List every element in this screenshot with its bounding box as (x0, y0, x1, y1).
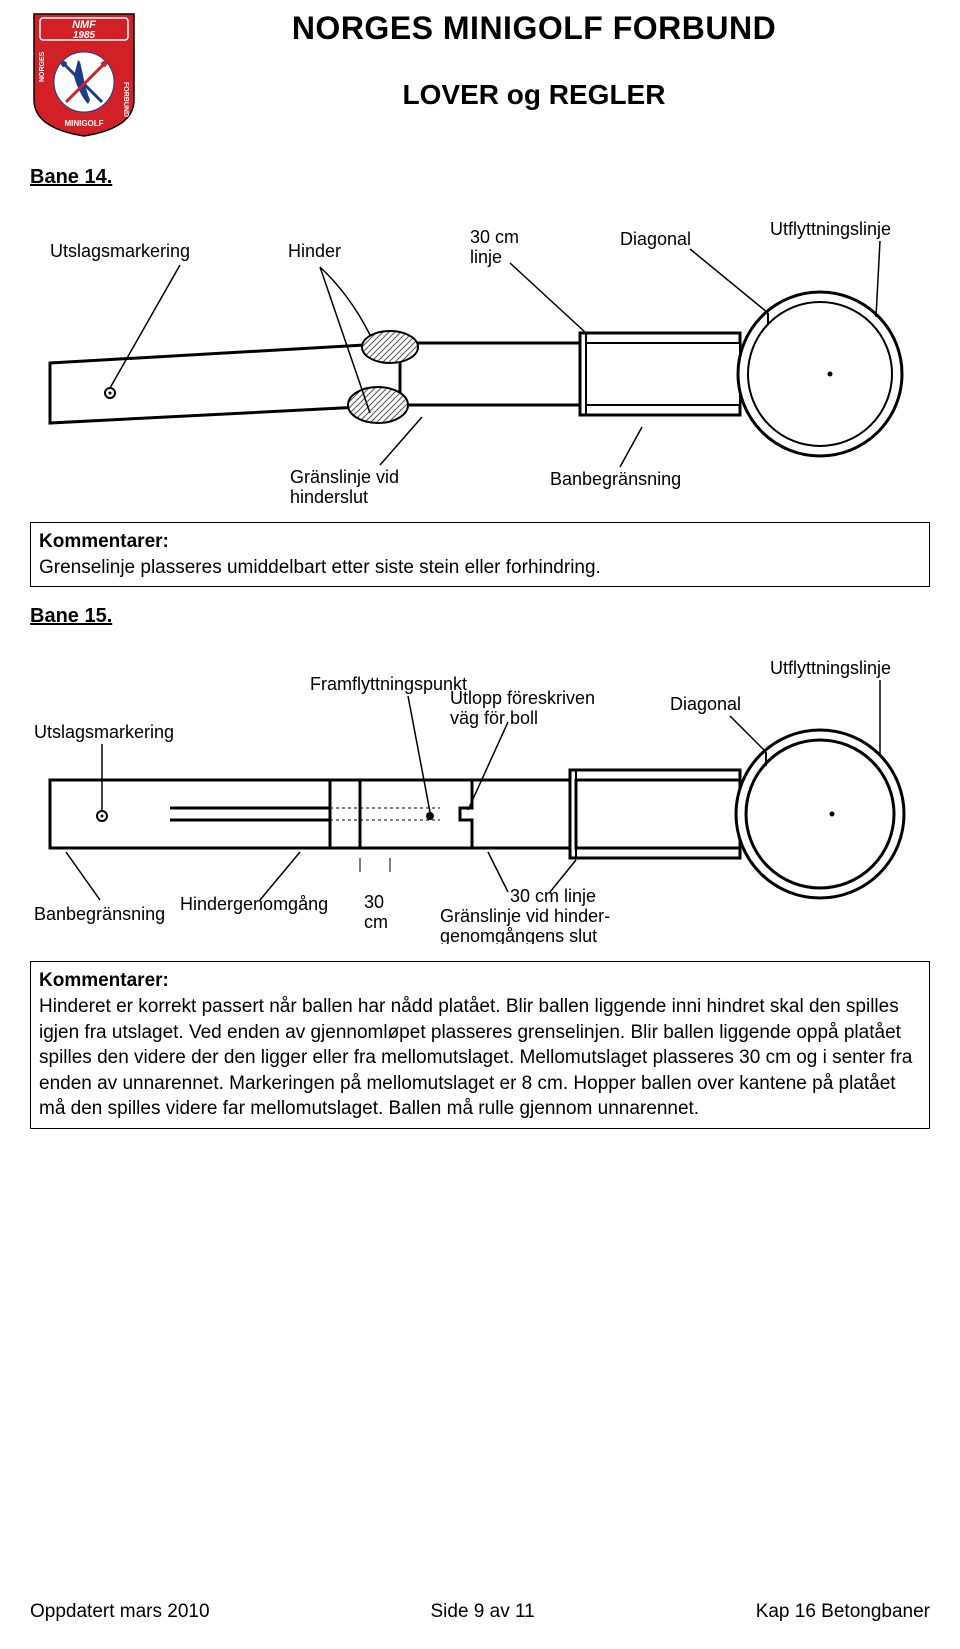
label15-30a-1: 30 (364, 892, 384, 912)
svg-text:NORGES: NORGES (39, 51, 46, 82)
section-label-14: Bane 14. (30, 166, 930, 189)
label15-utslag: Utslagsmarkering (34, 722, 174, 742)
label-hinder: Hinder (288, 241, 341, 261)
label-diagonal: Diagonal (620, 229, 691, 249)
nmf-logo: NMF 1985 NORGES FORBUND MINIGOLF (30, 10, 138, 138)
svg-text:MINIGOLF: MINIGOLF (64, 119, 103, 128)
comment-head-14: Kommentarer: (39, 531, 169, 552)
label15-banbeg: Banbegränsning (34, 904, 165, 924)
label15-gransgen-1: Gränslinje vid hinder- (440, 906, 610, 926)
sub-title: LOVER og REGLER (138, 79, 930, 111)
label-30cm-2: linje (470, 247, 502, 267)
label15-30b: 30 cm linje (510, 886, 596, 906)
label-grans-2: hinderslut (290, 487, 368, 505)
svg-text:1985: 1985 (73, 30, 96, 41)
comment-body-15: Hinderet er korrekt passert når ballen h… (39, 996, 912, 1120)
label-utflyt: Utflyttningslinje (770, 219, 891, 239)
label15-hindergen: Hindergenomgång (180, 894, 328, 914)
footer-left: Oppdatert mars 2010 (30, 1601, 210, 1623)
main-title: NORGES MINIGOLF FORBUND (138, 10, 930, 47)
label15-utflyt: Utflyttningslinje (770, 658, 891, 678)
label15-30a-2: cm (364, 912, 388, 932)
diagram-bane-15: Utslagsmarkering Framflyttningspunkt Utl… (30, 636, 930, 957)
page-header: NMF 1985 NORGES FORBUND MINIGOLF NORGES … (0, 0, 960, 138)
comment-box-14: Kommentarer: Grenselinje plasseres umidd… (30, 522, 930, 587)
label-utslag: Utslagsmarkering (50, 241, 190, 261)
comment-body-14: Grenselinje plasseres umiddelbart etter … (39, 557, 601, 578)
section-label-15: Bane 15. (30, 605, 930, 628)
content: Bane 14. (0, 138, 960, 1129)
label15-fram: Framflyttningspunkt (310, 674, 467, 694)
label-grans-1: Gränslinje vid (290, 467, 399, 487)
page-footer: Oppdatert mars 2010 Side 9 av 11 Kap 16 … (30, 1601, 930, 1623)
footer-right: Kap 16 Betongbaner (756, 1601, 930, 1623)
footer-center: Side 9 av 11 (431, 1601, 535, 1623)
comment-head-15: Kommentarer: (39, 970, 169, 991)
label15-utlopp-1: Utlopp föreskriven (450, 688, 595, 708)
svg-text:FORBUND: FORBUND (122, 82, 129, 117)
label15-gransgen-2: genomgångens slut (440, 926, 597, 944)
comment-box-15: Kommentarer: Hinderet er korrekt passert… (30, 961, 930, 1129)
label15-utlopp-2: väg för boll (450, 708, 538, 728)
diagram-bane-14: Utslagsmarkering Hinder 30 cm linje Diag… (30, 197, 930, 518)
label15-diagonal: Diagonal (670, 694, 741, 714)
label-30cm-1: 30 cm (470, 227, 519, 247)
title-block: NORGES MINIGOLF FORBUND LOVER og REGLER (138, 10, 930, 111)
label-banbeg: Banbegränsning (550, 469, 681, 489)
